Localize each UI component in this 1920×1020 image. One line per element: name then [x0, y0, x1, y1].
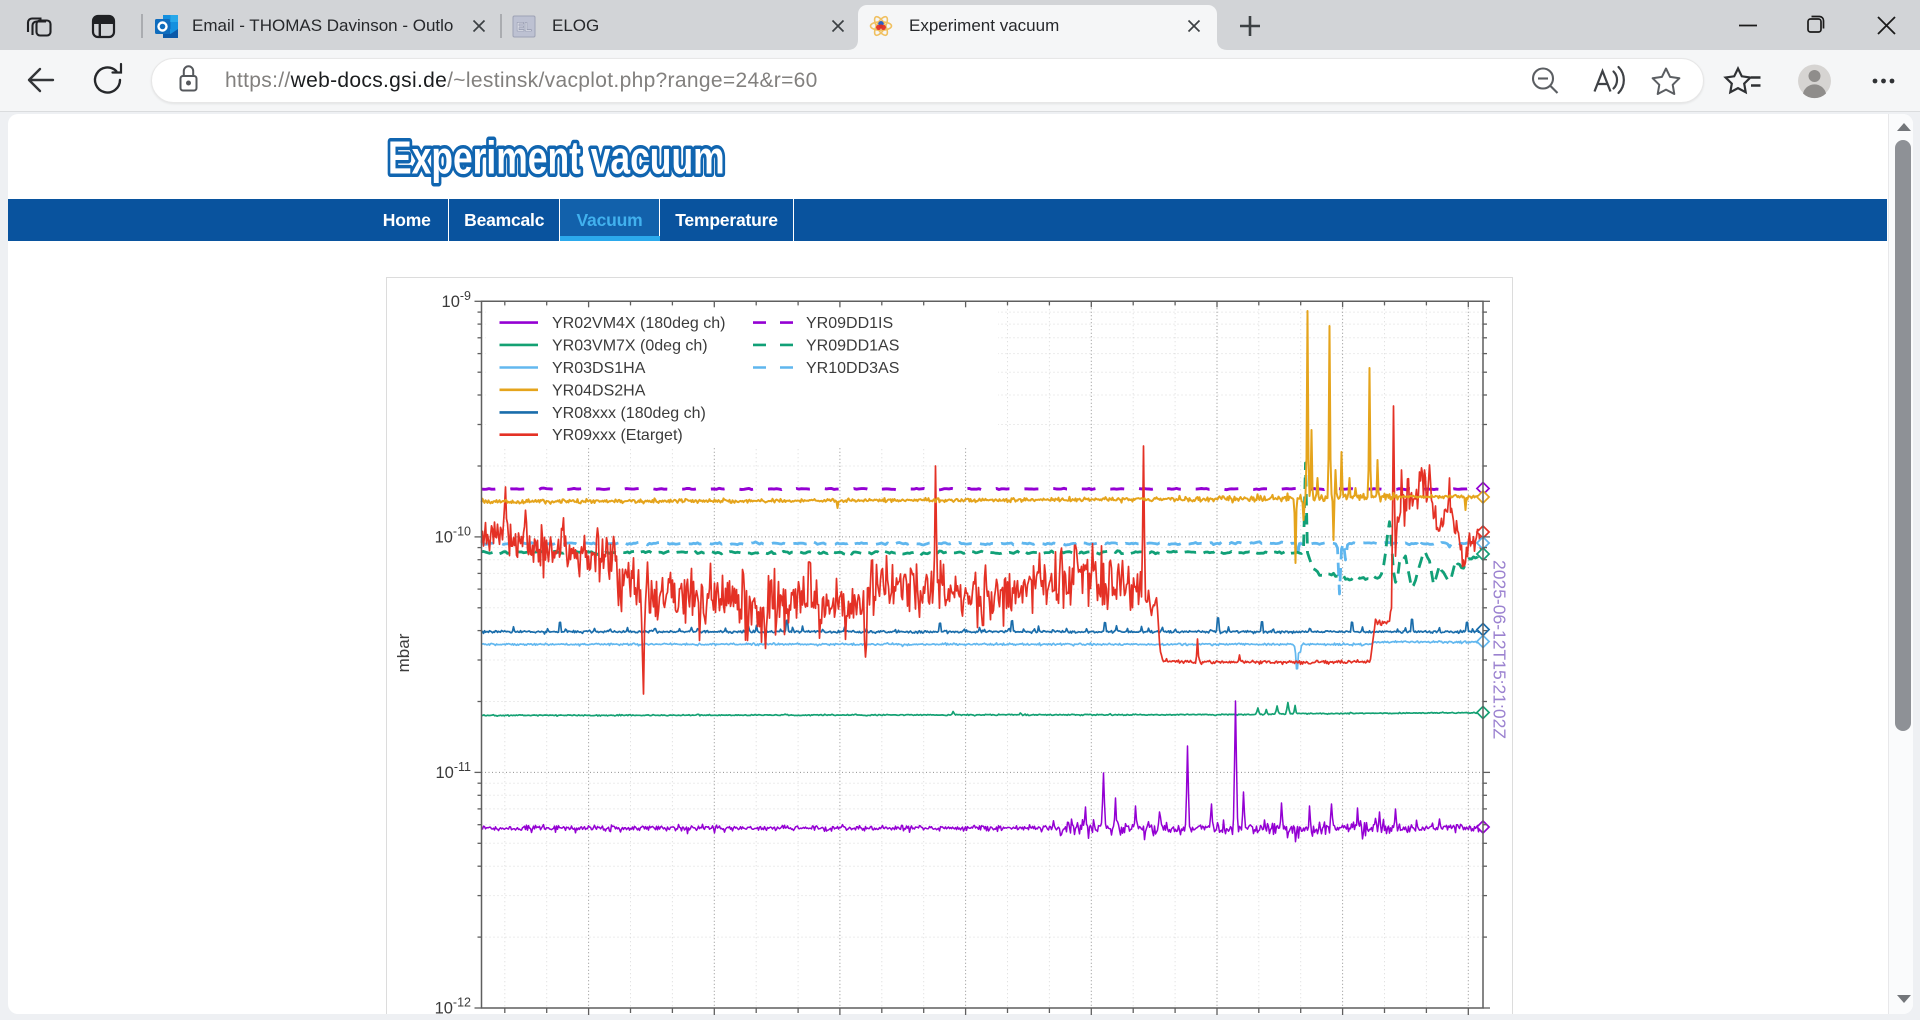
svg-text:YR09xxx (Etarget): YR09xxx (Etarget) — [552, 427, 683, 444]
svg-text:YR10DD3AS: YR10DD3AS — [806, 360, 899, 377]
svg-text:YR09DD1AS: YR09DD1AS — [806, 337, 899, 354]
svg-text:YR02VM4X (180deg ch): YR02VM4X (180deg ch) — [552, 315, 725, 332]
svg-text:YR03DS1HA: YR03DS1HA — [552, 360, 646, 377]
svg-text:10-11: 10-11 — [436, 760, 472, 782]
svg-text:EL: EL — [516, 20, 531, 34]
svg-text:10-9: 10-9 — [442, 289, 472, 311]
svg-text:2025-06-12T15:21:02Z: 2025-06-12T15:21:02Z — [1490, 560, 1510, 739]
svg-text:10-10: 10-10 — [435, 524, 471, 546]
svg-text:YR09DD1IS: YR09DD1IS — [806, 315, 893, 332]
svg-text:10-12: 10-12 — [435, 996, 471, 1018]
svg-text:YR03VM7X (0deg ch): YR03VM7X (0deg ch) — [552, 337, 708, 354]
svg-text:Experiment vacuum: Experiment vacuum — [388, 132, 725, 184]
svg-text:YR08xxx (180deg ch): YR08xxx (180deg ch) — [552, 405, 706, 422]
svg-text:YR04DS2HA: YR04DS2HA — [552, 382, 646, 399]
svg-text:mbar: mbar — [394, 633, 413, 672]
